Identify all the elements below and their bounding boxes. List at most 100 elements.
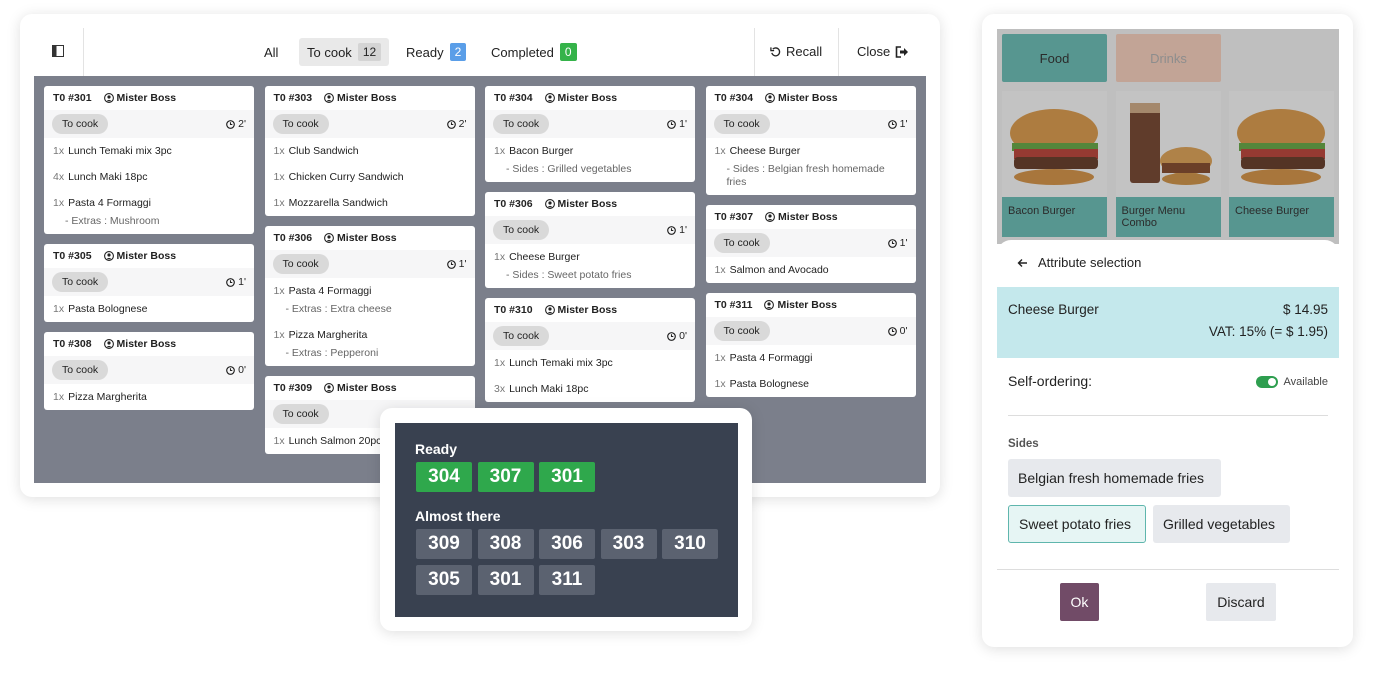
item-name: Cheese Burger <box>509 251 580 263</box>
order-card[interactable]: T0 #301 Mister Boss To cook 2' 1x Lunch Temak… <box>44 86 254 234</box>
tab[interactable]: All <box>256 38 286 66</box>
toggle-switch <box>1255 376 1278 388</box>
order-card[interactable]: T0 #310 Mister Boss To cook 0' 1x Lunch Temak… <box>485 298 695 402</box>
order-header: T0 #305 Mister Boss <box>44 244 254 268</box>
back-button[interactable]: Attribute selection <box>1017 255 1141 270</box>
tab-label: All <box>264 44 279 60</box>
status-pill: To cook <box>52 360 109 380</box>
order-card[interactable]: T0 #304 Mister Boss To cook 1' 1x Cheese Burg… <box>705 86 916 195</box>
customer-icon <box>544 199 555 209</box>
customer-name: Mister Boss <box>116 250 177 262</box>
order-card[interactable]: T0 #308 Mister Boss To cook 0' 1x Pizza Margh… <box>44 332 254 410</box>
clock-icon <box>887 326 897 336</box>
order-header: T0 #306 Mister Boss <box>485 192 695 216</box>
recall-icon <box>770 47 781 57</box>
customer-icon <box>324 93 334 103</box>
ticket-number: T0 #310 <box>494 304 533 316</box>
order-card[interactable]: T0 #309 Mister Boss To cook 1x Lunch Salmon … <box>264 376 475 454</box>
customer-icon <box>765 93 775 103</box>
tab[interactable]: Completed 0 <box>483 38 585 66</box>
product-tile[interactable]: Burger Menu Combo <box>1115 91 1221 237</box>
quantity: 1x <box>273 435 285 447</box>
quantity: 1x <box>53 303 65 315</box>
tab-label: To cook <box>307 44 352 60</box>
status-pill: To cook <box>272 404 329 424</box>
category-button[interactable]: Food <box>1002 34 1107 82</box>
order-card[interactable]: T0 #303 Mister Boss To cook 2' 1x Club Sandwi… <box>264 86 475 216</box>
product-name: Bacon Burger <box>1002 197 1107 237</box>
clock-icon <box>446 119 456 129</box>
status-pill: To cook <box>493 114 550 134</box>
quantity: 1x <box>494 357 506 369</box>
clock-icon <box>887 326 897 336</box>
order-card[interactable]: T0 #306 Mister Boss To cook 1' 1x Pasta 4 For… <box>264 226 475 366</box>
dim-overlay <box>997 29 1339 244</box>
customer-icon <box>765 212 775 222</box>
order-card[interactable]: T0 #305 Mister Boss To cook 1' 1x Pasta Bolog… <box>44 244 254 322</box>
elapsed-value: 1' <box>679 118 687 130</box>
sidebar-toggle[interactable] <box>52 45 64 57</box>
clock-icon <box>446 119 456 129</box>
status-pill: To cook <box>272 114 329 134</box>
discard-button[interactable]: Discard <box>1206 583 1276 621</box>
order-status-row: To cook 1' <box>705 110 916 138</box>
order-header: T0 #310 Mister Boss <box>485 298 695 322</box>
customer-name: Mister Boss <box>337 382 397 394</box>
order-line: 1x Pasta 4 Formaggi - Extras : Mushroom <box>44 190 254 234</box>
order-card[interactable]: T0 #307 Mister Boss To cook 1' 1x Salmon and … <box>705 205 916 283</box>
order-column: T0 #304 Mister Boss To cook 1' 1x Bacon Burge… <box>485 86 695 402</box>
order-line: 1x Cheese Burger - Sides : Belgian fresh h… <box>706 138 916 195</box>
availability-toggle[interactable]: Available <box>1255 376 1328 388</box>
customer-icon <box>764 300 775 310</box>
item-note: - Sides : Sweet potato fries <box>506 269 632 281</box>
item-note: - Sides : Belgian fresh homemade fries <box>726 163 885 188</box>
ticket-number: T0 #304 <box>494 92 533 104</box>
recall-icon <box>770 46 781 57</box>
category-button[interactable]: Drinks <box>1116 34 1221 82</box>
ok-button[interactable]: Ok <box>1060 583 1099 621</box>
item-name: Salmon and Avocado <box>729 264 829 276</box>
tab-count: 0 <box>559 43 577 61</box>
ready-order: 301 <box>539 462 595 492</box>
status-pill: To cook <box>713 321 770 341</box>
item-name: Pizza Margherita <box>288 329 368 341</box>
ready-order: 307 <box>477 462 534 492</box>
order-card[interactable]: T0 #311 Mister Boss To cook 0' 1x Pasta 4 For… <box>705 293 916 397</box>
clock-icon <box>226 119 236 129</box>
tab-count: 12 <box>357 43 382 61</box>
tab-label: Ready <box>406 44 444 60</box>
elapsed-time: 1' <box>887 237 908 249</box>
close-button[interactable]: Close <box>857 44 909 59</box>
customer-icon <box>103 339 114 349</box>
side-option[interactable]: Grilled vegetables <box>1153 505 1290 543</box>
close-label: Close <box>857 44 891 59</box>
order-header: T0 #301 Mister Boss <box>44 86 254 110</box>
elapsed-value: 1' <box>238 276 246 288</box>
quantity: 1x <box>714 145 726 157</box>
recall-button[interactable]: Recall <box>770 44 822 59</box>
customer-name: Mister Boss <box>337 232 397 244</box>
tab[interactable]: Ready 2 <box>398 38 474 66</box>
order-line: 1x Pasta Bolognese <box>44 296 254 322</box>
customer-icon <box>324 383 334 393</box>
item-name: Cheese Burger <box>729 145 801 157</box>
tab-count: 2 <box>449 43 467 61</box>
elapsed-time: 2' <box>226 118 246 130</box>
tab[interactable]: To cook 12 <box>299 38 390 66</box>
order-card[interactable]: T0 #306 Mister Boss To cook 1' 1x Cheese Burg… <box>485 192 695 288</box>
customer-icon <box>324 383 334 393</box>
product-tile[interactable]: Bacon Burger <box>1002 91 1107 237</box>
ticket-number: T0 #311 <box>714 299 753 311</box>
item-name: Lunch Temaki mix 3pc <box>68 145 172 157</box>
quantity: 4x <box>53 171 65 183</box>
side-option[interactable]: Belgian fresh homemade fries <box>1008 459 1221 497</box>
item-name: Bacon Burger <box>509 145 574 157</box>
ticket-number: T0 #301 <box>53 92 92 104</box>
order-header: T0 #304 Mister Boss <box>706 86 916 110</box>
order-card[interactable]: T0 #304 Mister Boss To cook 1' 1x Bacon Burge… <box>485 86 695 182</box>
side-option[interactable]: Sweet potato fries <box>1008 505 1146 543</box>
customer-name: Mister Boss <box>557 304 618 316</box>
customer-icon <box>764 300 775 310</box>
product-tile[interactable]: Cheese Burger <box>1229 91 1334 237</box>
ticket-number: T0 #306 <box>273 232 313 244</box>
